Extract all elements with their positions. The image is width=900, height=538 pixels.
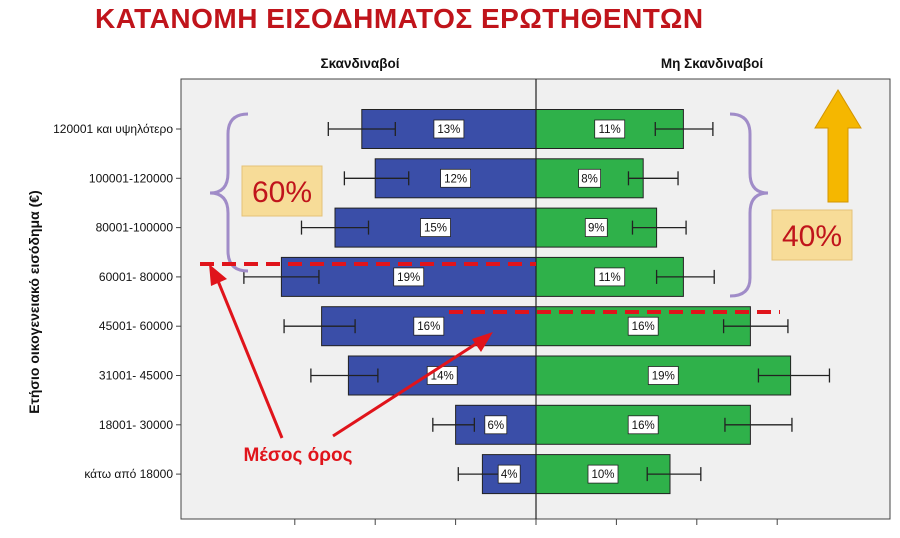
value-label-box bbox=[420, 218, 451, 238]
x-axis-ticks bbox=[294, 519, 778, 525]
value-label-box bbox=[594, 119, 626, 139]
value-labels-group: 13% 11% 12% 8% 15% 9% 19% 11% 16% 16% 14% 19% 6% 16% 4… bbox=[393, 119, 679, 484]
value-label: 16% bbox=[417, 321, 440, 333]
value-label-box bbox=[413, 316, 445, 336]
category-label: 80001-100000 bbox=[96, 221, 174, 235]
value-label: 10% bbox=[591, 469, 614, 481]
value-label-box bbox=[440, 168, 472, 188]
value-label: 15% bbox=[424, 223, 447, 235]
series-header-non-scandinavian: Μη Σκανδιναβοί bbox=[661, 56, 763, 71]
value-label: 19% bbox=[652, 371, 675, 383]
right-curly-brace bbox=[729, 112, 769, 298]
up-arrow bbox=[814, 89, 862, 203]
value-label: 11% bbox=[599, 124, 621, 136]
value-label: 9% bbox=[588, 223, 605, 235]
value-label-box bbox=[594, 267, 626, 287]
mean-label: Μέσος όρος bbox=[243, 445, 352, 466]
category-label: 31001- 45000 bbox=[99, 369, 173, 383]
value-label: 4% bbox=[501, 469, 518, 481]
mean-arrow-left bbox=[214, 275, 284, 439]
category-labels-group: 120001 και υψηλότερο 100001-120000 80001-1… bbox=[53, 122, 181, 481]
chart-title: ΚΑΤΑΝΟΜΗ ΕΙΣΟΔΗΜΑΤΟΣ ΕΡΩΤΗΘΕΝΤΩΝ bbox=[95, 3, 704, 34]
category-label: 60001- 80000 bbox=[99, 270, 173, 284]
category-label: 100001-120000 bbox=[89, 171, 173, 185]
value-label: 16% bbox=[632, 321, 655, 333]
value-label-box bbox=[497, 464, 521, 484]
series-header-scandinavian: Σκανδιναβοί bbox=[321, 56, 400, 71]
value-label-box bbox=[433, 119, 465, 139]
value-label: 8% bbox=[581, 173, 598, 185]
mean-arrow-right-head bbox=[472, 332, 493, 352]
value-label-box bbox=[627, 316, 659, 336]
category-label: κάτω από 18000 bbox=[84, 467, 173, 481]
left-share-value: 60% bbox=[252, 176, 312, 209]
category-label: 45001- 60000 bbox=[99, 319, 173, 333]
value-label-box bbox=[484, 415, 508, 435]
category-label: 120001 και υψηλότερο bbox=[53, 122, 173, 136]
y-axis-label: Ετήσιο οικογενειακό εισόδημα (€) bbox=[26, 190, 42, 413]
category-label: 18001- 30000 bbox=[99, 418, 173, 432]
value-label: 6% bbox=[487, 420, 504, 432]
value-label: 16% bbox=[632, 420, 655, 432]
value-label-box bbox=[587, 464, 619, 484]
value-label-box bbox=[578, 168, 601, 188]
value-label: 12% bbox=[444, 173, 467, 185]
value-label-box bbox=[584, 218, 608, 238]
value-label-box bbox=[627, 415, 659, 435]
mean-arrow-right bbox=[332, 338, 483, 438]
value-label: 19% bbox=[397, 272, 420, 284]
right-share-value: 40% bbox=[782, 220, 842, 253]
value-label-box bbox=[393, 267, 425, 287]
value-label: 13% bbox=[437, 124, 460, 136]
error-bars-group bbox=[243, 122, 831, 482]
mean-arrow-left-head bbox=[209, 264, 227, 286]
left-share-box bbox=[241, 165, 323, 217]
value-label: 11% bbox=[599, 272, 621, 284]
value-label-box bbox=[647, 366, 679, 385]
left-curly-brace bbox=[209, 112, 249, 273]
value-label: 14% bbox=[431, 371, 454, 383]
right-share-box bbox=[771, 209, 853, 261]
